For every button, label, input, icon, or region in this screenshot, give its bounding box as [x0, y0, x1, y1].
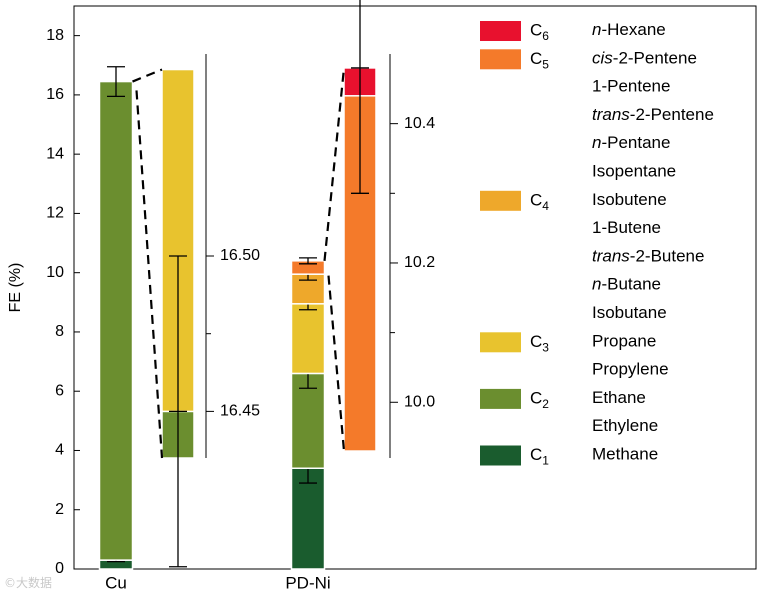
legend-swatch-c5: [480, 49, 521, 70]
legend-symbol-c6: C6: [530, 20, 549, 43]
legend-item: Ethylene: [592, 417, 658, 436]
inset-tick-label: 10.0: [404, 393, 435, 410]
legend-swatch-c2: [480, 388, 521, 409]
legend-item: cis-2-Pentene: [592, 49, 697, 68]
legend-item: 1-Butene: [592, 219, 661, 238]
legend-item: 1-Pentene: [592, 77, 670, 96]
zoom-connector: [327, 275, 346, 452]
legend-swatch-c1: [480, 445, 521, 466]
legend-item: Isopentane: [592, 162, 676, 181]
legend-swatch-c6: [480, 21, 521, 41]
watermark: ©大数据: [4, 576, 53, 590]
y-axis-label: FE (%): [7, 263, 24, 313]
bar-segment-c3-pd-ni: [290, 303, 326, 375]
y-tick-label: 12: [46, 205, 64, 222]
legend-symbol-c4: C4: [530, 190, 549, 213]
y-tick-label: 6: [55, 382, 64, 399]
legend-item: n-Pentane: [592, 134, 670, 153]
y-tick-label: 2: [55, 501, 64, 518]
x-tick-label-pd-ni: PD-Ni: [285, 573, 330, 592]
inset-tick-label: 10.2: [404, 254, 435, 271]
legend-symbol-c2: C2: [530, 388, 549, 411]
legend-item: Isobutane: [592, 303, 667, 322]
legend-item: Methane: [592, 445, 658, 464]
zoom-connector: [132, 68, 163, 83]
legend-item: trans-2-Pentene: [592, 105, 714, 124]
y-tick-label: 10: [46, 264, 64, 281]
legend-item: trans-2-Butene: [592, 247, 704, 266]
zoom-connector: [135, 90, 164, 459]
bar-segment-c2-cu: [98, 80, 134, 561]
legend-item: Propane: [592, 332, 656, 351]
y-tick-label: 8: [55, 323, 64, 340]
y-tick-label: 16: [46, 86, 64, 103]
inset-tick-label: 16.50: [220, 247, 260, 264]
y-tick-label: 18: [46, 27, 64, 44]
legend-item: n-Hexane: [592, 20, 666, 39]
y-tick-label: 0: [55, 560, 64, 577]
legend-swatch-c4: [480, 190, 521, 211]
legend-item: Isobutene: [592, 190, 667, 209]
zoom-connector: [323, 67, 346, 261]
legend-item: Ethane: [592, 388, 646, 407]
legend-item: Propylene: [592, 360, 669, 379]
plot-frame: [73, 5, 757, 570]
y-tick-label: 4: [55, 442, 64, 459]
legend-symbol-c1: C1: [530, 445, 549, 468]
legend-item: n-Butane: [592, 275, 661, 294]
y-tick-label: 14: [46, 145, 64, 162]
x-tick-label-cu: Cu: [105, 573, 127, 592]
legend-symbol-c3: C3: [530, 332, 549, 355]
inset-tick-label: 16.45: [220, 403, 260, 420]
inset-tick-label: 10.4: [404, 115, 435, 132]
legend-symbol-c5: C5: [530, 49, 549, 72]
legend-swatch-c3: [480, 332, 521, 353]
